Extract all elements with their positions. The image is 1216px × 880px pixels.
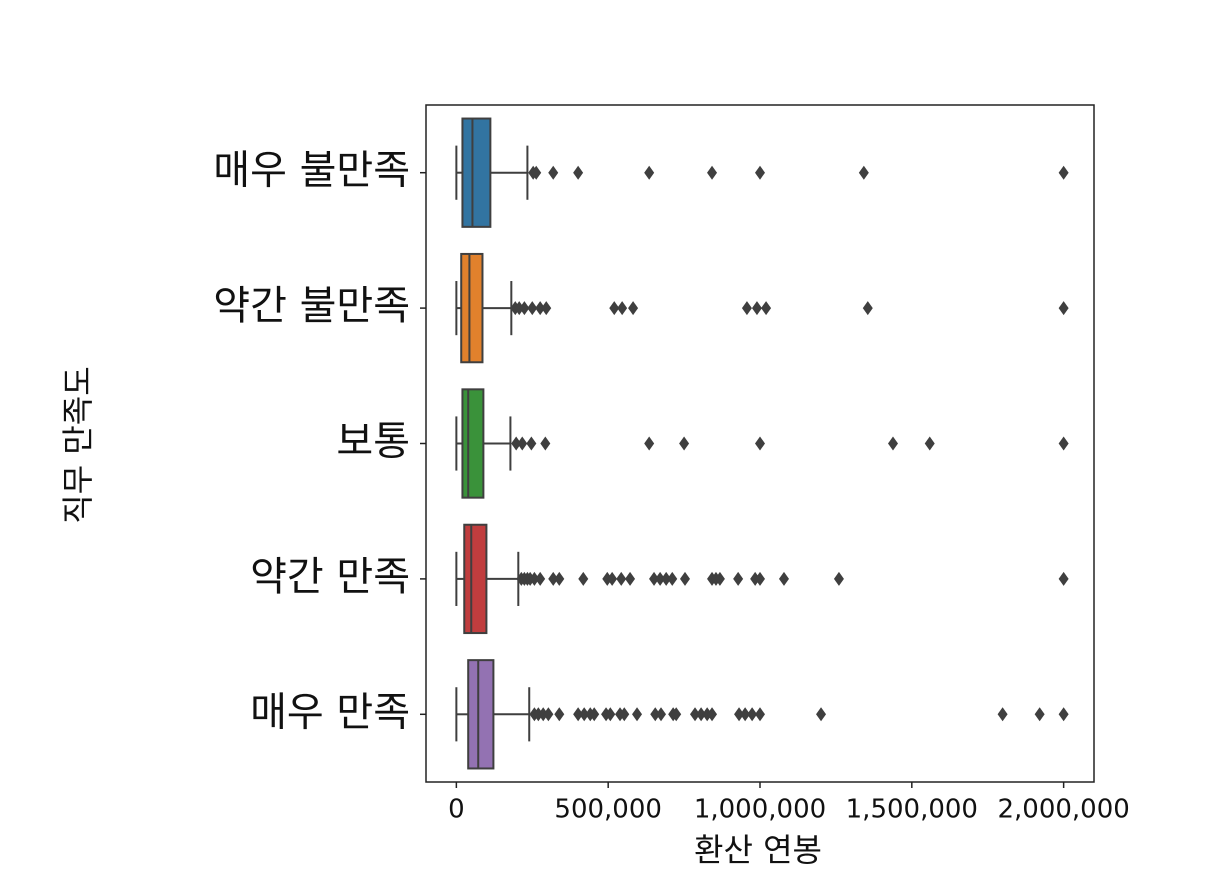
outlier (707, 707, 718, 722)
box (460, 252, 484, 364)
outlier (661, 571, 672, 586)
outlier (609, 301, 620, 316)
y-tick-label: 매우 불만족 (213, 148, 410, 194)
outlier (617, 301, 628, 316)
y-tick-label: 보통 (336, 419, 410, 465)
outlier (667, 571, 678, 586)
outlier (514, 301, 525, 316)
outlier (858, 165, 869, 180)
outlier (714, 571, 725, 586)
outlier (655, 571, 666, 586)
outlier (548, 571, 559, 586)
outlier (816, 707, 827, 722)
outlier (997, 707, 1008, 722)
x-tick-label: 1,500,000 (846, 795, 978, 825)
outlier (616, 571, 627, 586)
outlier (529, 571, 540, 586)
y-tick-label: 약간 불만족 (213, 283, 410, 329)
outlier (538, 707, 549, 722)
outlier (531, 165, 542, 180)
x-tick-label: 0 (448, 795, 465, 825)
outlier (589, 707, 600, 722)
outlier (535, 571, 546, 586)
outlier (656, 707, 667, 722)
box (461, 117, 492, 228)
y-tick-label: 매우 만족 (250, 689, 410, 735)
outlier (607, 571, 618, 586)
box (467, 659, 495, 770)
outlier (1058, 165, 1069, 180)
x-tick-label: 1,000,000 (694, 795, 826, 825)
outlier (741, 301, 752, 316)
outlier (1034, 707, 1045, 722)
outlier (740, 707, 751, 722)
outlier (573, 165, 584, 180)
outlier (527, 301, 538, 316)
outlier (649, 571, 660, 586)
outlier (755, 436, 765, 451)
outlier (833, 571, 844, 586)
box (463, 523, 488, 635)
outlier (679, 436, 690, 451)
outlier (1058, 301, 1069, 316)
outlier (755, 707, 765, 722)
y-tick-label: 약간 만족 (250, 554, 410, 600)
box (461, 388, 485, 499)
outlier (605, 707, 616, 722)
outlier (690, 707, 701, 722)
outlier (755, 571, 765, 586)
outlier (671, 707, 682, 722)
outlier (1058, 436, 1069, 451)
outlier (755, 165, 765, 180)
outlier (632, 707, 643, 722)
outlier (747, 707, 758, 722)
outlier (751, 301, 762, 316)
outlier (733, 571, 744, 586)
outlier (526, 436, 537, 451)
outlier (1058, 707, 1069, 722)
outlier (887, 436, 898, 451)
outlier (778, 571, 789, 586)
x-axis-label: 환산 연봉 (694, 831, 822, 869)
outlier (543, 707, 554, 722)
outlier (862, 301, 873, 316)
outlier (519, 301, 530, 316)
outlier (628, 301, 639, 316)
outlier (924, 436, 935, 451)
x-tick-label: 2,000,000 (997, 795, 1129, 825)
outlier (540, 436, 551, 451)
outlier (1058, 571, 1069, 586)
outlier (573, 707, 584, 722)
outlier (696, 707, 707, 722)
outlier (579, 707, 590, 722)
outlier (554, 707, 565, 722)
outlier (644, 165, 655, 180)
outlier (517, 436, 528, 451)
outlier (734, 707, 745, 722)
outlier (535, 301, 546, 316)
outlier (578, 571, 589, 586)
outlier (644, 436, 655, 451)
outlier (511, 436, 522, 451)
outlier (548, 165, 559, 180)
outlier (680, 571, 691, 586)
y-axis-label: 직무 만족도 (59, 366, 97, 523)
outlier (761, 301, 772, 316)
outlier (625, 571, 636, 586)
x-tick-label: 500,000 (554, 795, 662, 825)
outlier (650, 707, 661, 722)
outlier (619, 707, 630, 722)
outlier (554, 571, 565, 586)
outlier (541, 301, 552, 316)
outlier (707, 165, 718, 180)
